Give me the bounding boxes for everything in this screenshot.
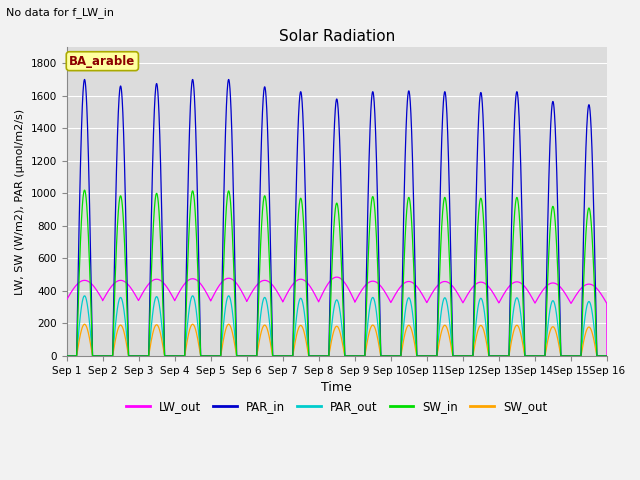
Y-axis label: LW, SW (W/m2), PAR (μmol/m2/s): LW, SW (W/m2), PAR (μmol/m2/s) bbox=[15, 108, 25, 295]
Title: Solar Radiation: Solar Radiation bbox=[278, 29, 395, 44]
Text: BA_arable: BA_arable bbox=[69, 55, 136, 68]
Legend: LW_out, PAR_in, PAR_out, SW_in, SW_out: LW_out, PAR_in, PAR_out, SW_in, SW_out bbox=[121, 396, 552, 418]
X-axis label: Time: Time bbox=[321, 381, 352, 394]
Text: No data for f_LW_in: No data for f_LW_in bbox=[6, 7, 115, 18]
